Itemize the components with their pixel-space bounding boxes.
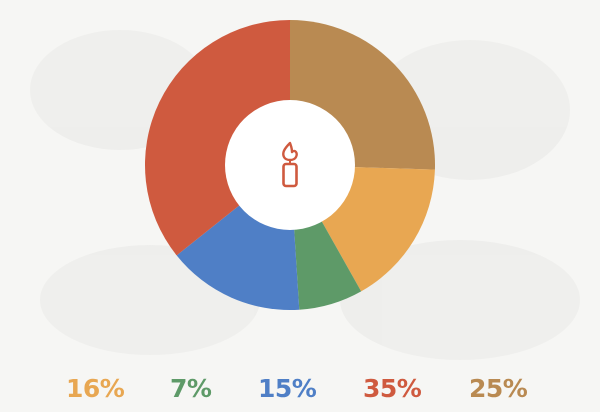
donut-chart (144, 20, 436, 310)
percentage-label: 16% (66, 374, 125, 403)
percentage-labels: 16% 7% 15% 35% 25% (0, 372, 600, 412)
candle-flame (282, 141, 298, 162)
percentage-label: 25% (469, 374, 528, 403)
percentage-label: 15% (258, 374, 317, 403)
percentage-label: 35% (363, 374, 422, 403)
candle-icon (282, 141, 298, 188)
percentage-label: 7% (170, 374, 212, 403)
pie-slice-4 (144, 20, 290, 256)
